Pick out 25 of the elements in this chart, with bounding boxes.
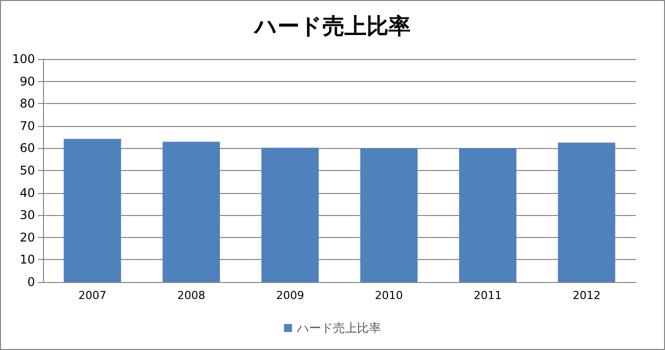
bar	[64, 138, 122, 282]
y-tick-label: 30	[20, 208, 35, 222]
bar	[459, 148, 516, 282]
y-tick-label: 90	[20, 74, 35, 88]
bar	[360, 148, 418, 282]
y-tick-label: 60	[20, 141, 35, 156]
bar	[558, 142, 616, 282]
bar	[162, 142, 220, 282]
bar	[261, 148, 319, 282]
y-tick-label: 50	[20, 164, 35, 178]
y-tick-label: 40	[20, 186, 35, 200]
x-tick-label: 2007	[78, 289, 106, 302]
y-tick-label: 80	[20, 96, 35, 111]
y-tick-label: 20	[20, 230, 35, 244]
x-tick-label: 2010	[374, 289, 403, 302]
x-tick-label: 2009	[276, 289, 304, 302]
chart-title: ハード売上比率	[252, 14, 410, 40]
x-tick-label: 2012	[572, 289, 601, 302]
x-tick-label: 2008	[177, 289, 206, 302]
y-tick-label: 0	[27, 275, 35, 289]
legend-label: ハード売上比率	[296, 321, 381, 335]
y-tick-label: 10	[20, 252, 35, 267]
y-tick-label: 100	[12, 52, 35, 66]
x-tick-label: 2011	[474, 289, 502, 302]
y-tick-label: 70	[20, 118, 35, 133]
